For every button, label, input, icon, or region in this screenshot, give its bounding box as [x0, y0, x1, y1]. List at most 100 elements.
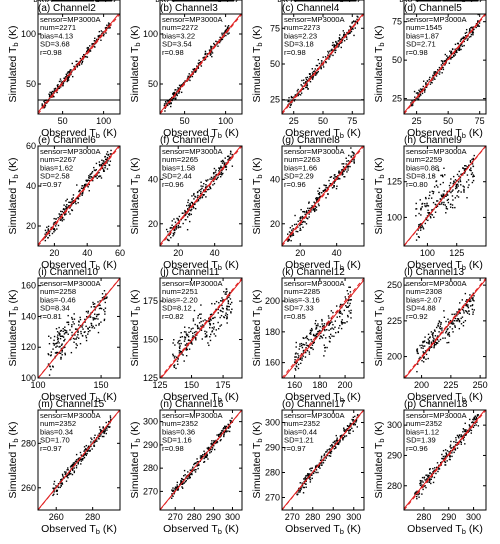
data-point [226, 155, 229, 158]
data-point [229, 421, 232, 424]
data-point [318, 464, 321, 466]
data-point [187, 335, 190, 338]
data-point [65, 205, 67, 208]
data-point [56, 228, 58, 230]
data-point [314, 202, 316, 204]
plot-area [160, 410, 242, 510]
data-point [341, 319, 343, 321]
axes-frame [281, 145, 365, 247]
data-point [224, 157, 226, 159]
data-point [103, 318, 106, 321]
data-point [221, 32, 223, 34]
data-point [423, 357, 425, 359]
data-point [207, 448, 209, 450]
data-point [460, 441, 463, 443]
data-point [477, 25, 479, 27]
data-point [64, 346, 66, 348]
data-point [52, 348, 54, 350]
data-point [99, 300, 101, 302]
data-point [69, 329, 71, 331]
y-tick-label: 100 [387, 212, 402, 222]
data-point [312, 0, 314, 2]
data-point [473, 154, 475, 157]
data-point [180, 331, 182, 334]
data-point [205, 180, 208, 182]
data-point [64, 0, 67, 2]
data-point [94, 313, 96, 315]
data-point [341, 41, 343, 44]
data-point [287, 100, 289, 103]
sensor-text: sensor=MP3000A [40, 147, 102, 156]
data-point [415, 491, 417, 493]
data-point [304, 221, 306, 223]
data-point [96, 177, 98, 179]
data-point [219, 40, 222, 42]
data-point [462, 428, 465, 430]
y-axis-label: Simulated Tb (K) [373, 26, 386, 103]
data-point [107, 0, 109, 2]
data-point [79, 195, 81, 197]
data-point [414, 492, 416, 494]
data-point [325, 186, 327, 189]
data-point [172, 93, 174, 95]
data-point [44, 236, 46, 239]
data-point [353, 34, 355, 37]
data-point [428, 212, 430, 214]
sensor-text: sensor=MP3000A [162, 0, 224, 2]
data-point [221, 297, 223, 299]
data-point [302, 355, 304, 357]
data-point [419, 484, 422, 486]
data-point [346, 165, 349, 168]
y-tick-label: 100 [143, 29, 158, 39]
data-point [206, 334, 208, 337]
data-point [470, 432, 472, 434]
data-point [53, 0, 55, 2]
data-point [84, 453, 86, 455]
data-point [417, 352, 419, 355]
data-point [470, 0, 472, 2]
data-point [319, 0, 321, 2]
data-point [78, 321, 80, 323]
data-point [91, 171, 94, 173]
data-point [342, 437, 345, 439]
data-point [453, 440, 455, 443]
data-point [432, 334, 434, 337]
data-point [213, 182, 216, 185]
data-point [206, 447, 209, 449]
data-point [423, 91, 426, 93]
data-point [95, 317, 97, 320]
num-text: num=2352 [284, 0, 320, 2]
data-point [77, 337, 80, 339]
data-point [229, 156, 232, 159]
data-point [436, 205, 439, 207]
data-point [92, 317, 94, 319]
data-point [199, 197, 201, 200]
data-point [65, 480, 68, 482]
data-point [74, 0, 77, 2]
data-point [194, 469, 196, 471]
data-point [425, 82, 427, 84]
data-point [46, 226, 48, 228]
data-point [103, 162, 105, 164]
data-point [79, 189, 81, 192]
sensor-text: sensor=MP3000A [406, 411, 468, 420]
data-point [200, 61, 202, 63]
data-point [178, 222, 180, 225]
data-point [224, 293, 226, 295]
data-point [471, 172, 474, 174]
x-axis-label: Observed Tb (K) [41, 391, 117, 404]
data-point [450, 203, 452, 205]
data-point [440, 68, 443, 70]
data-point [473, 295, 475, 297]
data-point [309, 0, 312, 2]
data-point [179, 483, 181, 486]
data-point [354, 21, 356, 23]
data-point [229, 291, 231, 294]
data-point [441, 66, 444, 69]
data-point [338, 170, 340, 172]
data-point [210, 46, 212, 49]
data-point [184, 338, 186, 340]
data-point [189, 209, 191, 211]
data-point [54, 343, 56, 345]
